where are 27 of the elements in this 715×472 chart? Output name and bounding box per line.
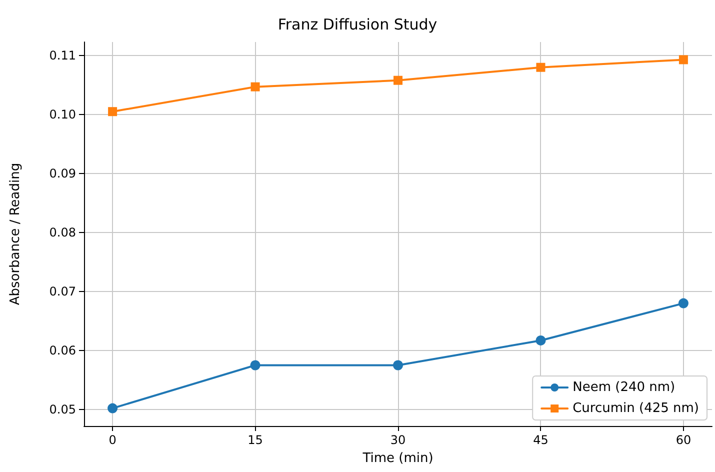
y-tick-label: 0.05 <box>49 402 76 416</box>
x-tick-label: 30 <box>390 433 406 447</box>
y-tick-label: 0.07 <box>49 284 76 299</box>
point <box>678 55 688 64</box>
point <box>536 62 546 72</box>
x-tick-label: 0 <box>108 433 116 447</box>
point <box>250 360 260 370</box>
y-tick-label: 0.08 <box>49 226 76 240</box>
y-axis-title: Absorbance / Reading <box>8 162 23 306</box>
y-tick-label: 0.10 <box>49 108 76 122</box>
x-axis-title: Time (min) <box>362 451 434 466</box>
legend-label: Curcumin (425 nm) <box>572 401 700 416</box>
chart-title: Franz Diffusion Study <box>278 16 438 34</box>
x-tick-label: 45 <box>533 433 548 447</box>
x-tick-label: 60 <box>676 433 692 447</box>
point <box>250 82 260 92</box>
point <box>108 107 118 116</box>
y-tick-label: 0.11 <box>49 48 76 63</box>
point <box>536 335 546 346</box>
point <box>678 298 688 308</box>
y-tick-label: 0.06 <box>49 344 76 358</box>
y-tick-label: 0.09 <box>49 166 76 181</box>
legend-label: Neem (240 nm) <box>572 380 676 395</box>
point <box>108 403 118 414</box>
x-tick-label: 15 <box>248 433 263 447</box>
point <box>394 76 402 85</box>
point <box>393 360 403 370</box>
